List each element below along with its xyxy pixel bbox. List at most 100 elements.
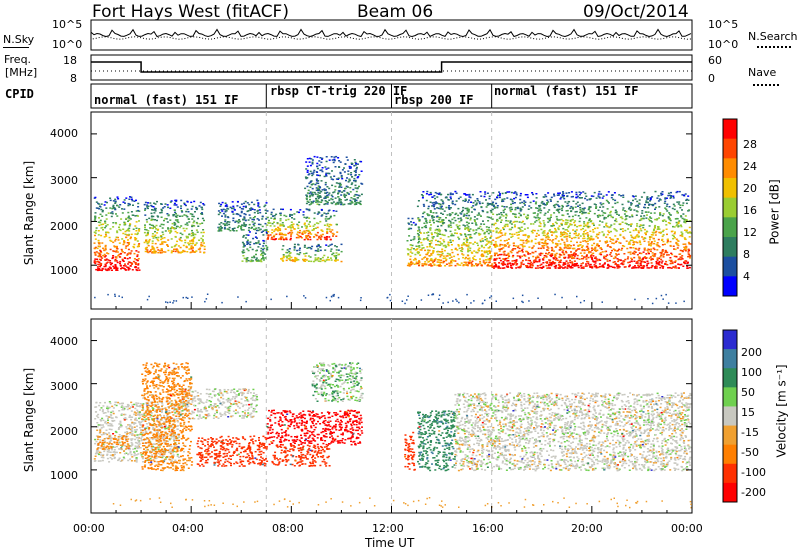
power-echo-cell	[430, 242, 433, 244]
power-echo-cell	[528, 262, 531, 265]
power-echo-cell	[465, 245, 468, 247]
power-echo-cell	[131, 199, 134, 202]
velocity-echo-cell	[128, 425, 131, 428]
power-echo-cell	[487, 203, 490, 206]
power-echo-cell	[427, 251, 430, 253]
power-echo-cell	[150, 216, 153, 218]
power-echo-cell	[164, 251, 167, 253]
velocity-echo-cell	[95, 440, 98, 443]
power-echo-cell	[93, 261, 96, 264]
power-echo-cell	[466, 238, 469, 241]
power-echo-cell	[666, 233, 668, 236]
velocity-echo-cell	[170, 445, 173, 448]
power-echo-cell	[121, 259, 124, 262]
power-echo-cell	[481, 202, 484, 204]
power-echo-cell	[106, 231, 109, 233]
power-echo-cell	[550, 253, 553, 255]
power-echo-cell	[657, 238, 660, 241]
power-echo-cell	[465, 256, 468, 259]
power-echo-cell	[611, 242, 614, 244]
power-echo-cell	[612, 198, 615, 201]
power-echo-cell	[437, 240, 440, 243]
velocity-echo-cell	[109, 402, 112, 405]
power-echo-cell	[518, 233, 520, 236]
power-echo-cell	[299, 247, 301, 249]
power-echo-cell	[320, 169, 323, 171]
power-echo-cell	[361, 183, 364, 185]
power-echo-cell	[343, 193, 346, 196]
power-echo-cell	[567, 204, 570, 207]
power-echo-cell	[345, 179, 347, 182]
power-echo-cell	[192, 239, 195, 241]
power-echo-cell	[499, 235, 502, 238]
velocity-echo-cell	[164, 448, 166, 450]
power-echo-cell	[188, 233, 191, 235]
power-echo-cell	[579, 211, 581, 214]
power-echo-cell	[662, 234, 665, 236]
power-echo-cell	[464, 257, 467, 260]
power-echo-cell	[257, 229, 260, 232]
power-echo-cell	[622, 194, 625, 196]
power-echo-cell	[614, 257, 617, 259]
power-echo-cell	[601, 210, 604, 212]
power-echo-cell	[253, 256, 256, 259]
power-echo-cell	[317, 187, 319, 189]
power-echo-cell	[678, 220, 681, 222]
power-echo-cell	[687, 199, 690, 201]
power-echo-cell	[593, 191, 596, 194]
nsky-trace	[90, 28, 692, 38]
power-echo-cell	[173, 224, 176, 226]
power-echo-cell	[656, 244, 659, 247]
power-echo-cell	[273, 221, 275, 223]
power-echo-cell	[147, 207, 149, 210]
power-echo-cell	[441, 248, 444, 250]
power-echo-cell	[293, 246, 296, 248]
power-echo-cell	[650, 212, 653, 214]
power-echo-cell	[656, 249, 659, 251]
power-echo-cell	[581, 255, 584, 257]
power-echo-cell	[559, 235, 562, 238]
power-echo-cell	[578, 197, 581, 199]
power-echo-cell	[649, 236, 651, 239]
power-echo-cell	[305, 227, 308, 229]
power-echo-cell	[154, 242, 157, 245]
power-echo-cell	[543, 222, 546, 224]
power-echo-cell	[530, 207, 533, 209]
power-echo-cell	[589, 266, 592, 268]
power-echo-cell	[127, 220, 129, 222]
power-echo-cell	[585, 263, 587, 265]
power-echo-cell	[436, 225, 439, 228]
power-echo-cell	[565, 250, 567, 253]
power-echo-cell	[471, 193, 474, 196]
power-echo-cell	[326, 232, 329, 234]
power-echo-cell	[431, 236, 434, 238]
power-echo-cell	[159, 252, 162, 254]
power-echo-cell	[137, 209, 140, 212]
power-echo-cell	[191, 249, 194, 252]
power-echo-cell	[448, 257, 451, 259]
power-echo-cell	[628, 208, 630, 210]
power-echo-cell	[328, 236, 331, 238]
power-echo-cell	[681, 255, 684, 257]
power-echo-cell	[451, 259, 454, 261]
power-echo-cell	[302, 258, 305, 261]
velocity-echo-cell	[177, 447, 180, 449]
power-echo-cell	[655, 261, 658, 263]
velocity-echo-cell	[173, 450, 176, 453]
power-echo-cell	[331, 159, 334, 161]
power-echo-cell	[321, 189, 324, 191]
power-echo-cell	[318, 195, 321, 198]
power-echo-cell	[309, 246, 312, 249]
power-echo-cell	[313, 191, 316, 194]
power-echo-cell	[325, 201, 328, 203]
power-echo-cell	[224, 224, 226, 227]
power-echo-cell	[286, 257, 288, 259]
power-echo-cell	[180, 207, 182, 210]
power-echo-cell	[333, 259, 336, 262]
power-echo-cell	[542, 202, 545, 205]
power-echo-cell	[599, 247, 602, 249]
power-echo-cell	[167, 230, 170, 232]
velocity-echo-cell	[139, 452, 142, 454]
power-echo-cell	[436, 207, 439, 209]
power-echo-cell	[523, 223, 526, 225]
